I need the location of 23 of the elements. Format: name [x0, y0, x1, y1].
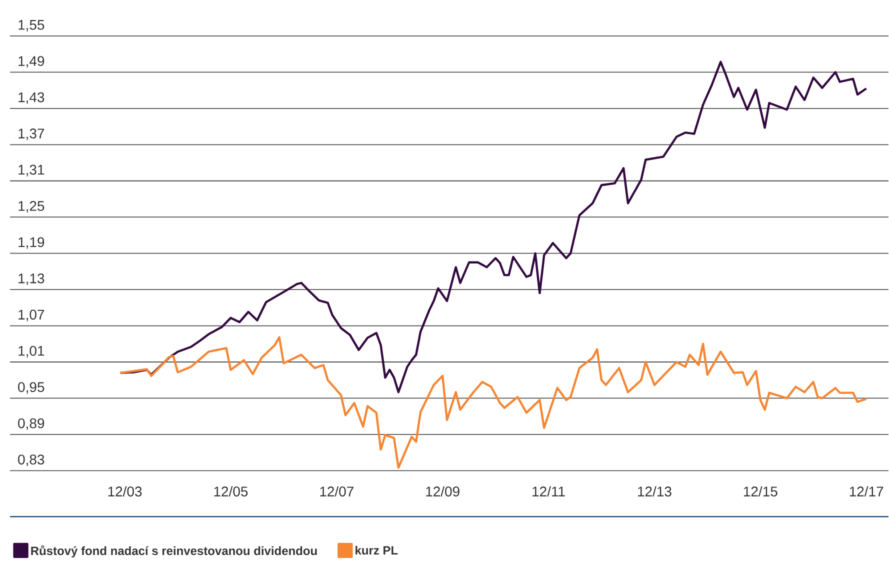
y-tick-label: 1,01	[18, 346, 44, 358]
y-tick-label: 1,43	[18, 92, 44, 104]
y-tick-label: 1,25	[18, 201, 44, 213]
y-tick-label: 1,49	[18, 56, 44, 68]
legend-label: kurz PL	[356, 546, 398, 555]
x-tick-label: 12/03	[108, 486, 142, 497]
y-tick-label: 1,37	[18, 128, 44, 140]
y-tick-label: 1,31	[18, 164, 44, 177]
x-tick-label: 12/17	[850, 486, 884, 497]
y-tick-label: 0,83	[18, 454, 44, 466]
x-tick-label: 12/05	[214, 486, 248, 497]
x-tick-label: 12/13	[638, 486, 672, 497]
x-tick-label: 12/07	[320, 486, 354, 497]
x-tick-label: 12/11	[532, 486, 565, 497]
y-tick-label: 1,07	[18, 310, 44, 322]
y-tick-label: 1,55	[18, 20, 44, 32]
y-tick-label: 0,89	[18, 418, 44, 430]
y-tick-label: 1,13	[18, 274, 44, 286]
x-tick-label: 12/09	[426, 486, 460, 497]
legend-label: Růstový fond nadací s reinvestovanou dividendou	[31, 546, 317, 558]
y-tick-label: 1,19	[18, 237, 44, 249]
x-tick-label: 12/15	[744, 486, 778, 497]
y-tick-label: 0,95	[18, 382, 44, 394]
